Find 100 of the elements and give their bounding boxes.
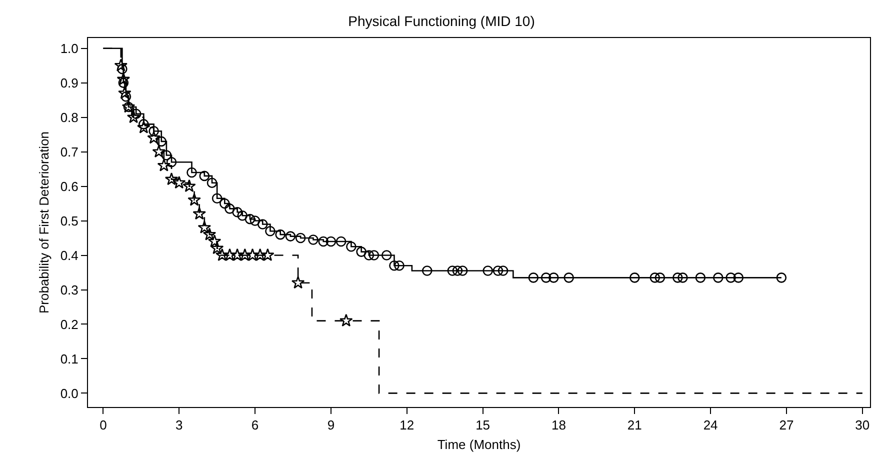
point	[118, 86, 132, 99]
point	[157, 158, 171, 172]
point	[238, 248, 252, 262]
point	[457, 266, 468, 276]
point	[340, 314, 353, 327]
point	[206, 178, 218, 188]
point	[116, 72, 130, 86]
point	[198, 220, 212, 234]
point	[364, 250, 374, 260]
point	[148, 126, 159, 136]
point	[368, 250, 380, 260]
y-tick-label: 0.9	[60, 75, 78, 90]
point	[215, 248, 229, 262]
point	[336, 236, 346, 247]
y-axis-title: Probability of First Deterioration	[36, 131, 52, 314]
point	[394, 260, 404, 271]
y-tick-label: 0.6	[60, 178, 78, 194]
point	[713, 272, 724, 283]
y-tick-label: 0.7	[60, 144, 78, 160]
point	[564, 272, 574, 283]
point	[695, 272, 706, 283]
point	[678, 272, 688, 283]
point	[776, 272, 787, 283]
point	[733, 272, 744, 283]
point	[482, 266, 494, 276]
point	[118, 78, 129, 88]
x-tick-label: 15	[476, 418, 490, 433]
point	[452, 266, 463, 276]
point	[492, 266, 504, 276]
point	[186, 167, 197, 178]
point	[161, 150, 172, 160]
y-tick-label: 0.2	[60, 316, 78, 332]
point	[166, 157, 177, 168]
point	[548, 272, 559, 283]
point	[528, 272, 539, 283]
point	[220, 198, 230, 209]
point	[147, 131, 160, 144]
point	[726, 272, 736, 283]
point	[250, 216, 260, 226]
point	[224, 204, 235, 214]
point	[257, 219, 268, 230]
y-tick-label: 0.1	[60, 351, 78, 366]
point	[261, 248, 274, 262]
point	[285, 231, 296, 242]
y-tick-label: 0.3	[60, 282, 78, 298]
point	[253, 248, 267, 262]
point	[164, 172, 178, 186]
x-tick-label: 27	[779, 418, 794, 433]
point	[223, 248, 236, 262]
point	[172, 176, 186, 189]
point	[650, 272, 660, 283]
point	[654, 272, 666, 283]
point	[291, 276, 305, 289]
point	[130, 108, 142, 120]
x-tick-label: 6	[251, 418, 259, 433]
point	[246, 248, 260, 262]
point	[389, 260, 400, 271]
point	[232, 207, 242, 218]
x-tick-label: 3	[175, 418, 183, 433]
point	[156, 136, 167, 147]
x-tick-label: 21	[627, 418, 642, 433]
point	[447, 266, 458, 276]
point	[326, 236, 336, 247]
point	[117, 64, 128, 74]
chart-title: Physical Functioning (MID 10)	[348, 12, 535, 29]
y-tick-label: 1.0	[60, 40, 78, 56]
point	[199, 170, 210, 182]
point	[210, 241, 224, 254]
point	[188, 193, 201, 206]
point	[275, 229, 286, 240]
x-tick-label: 30	[855, 418, 870, 433]
point	[318, 236, 329, 247]
y-tick-label: 0.0	[60, 386, 78, 401]
point	[629, 272, 640, 283]
point	[230, 248, 244, 262]
point	[244, 214, 256, 224]
point	[202, 228, 216, 240]
point	[120, 91, 132, 102]
point	[208, 234, 222, 248]
point	[152, 144, 166, 158]
y-tick-label: 0.5	[60, 213, 78, 228]
point	[346, 241, 356, 252]
x-tick-label: 18	[551, 418, 566, 433]
point	[126, 110, 140, 124]
point	[540, 272, 552, 283]
y-tick-label: 0.8	[60, 110, 78, 125]
point	[182, 179, 196, 192]
x-tick-label: 12	[400, 418, 414, 433]
point	[237, 210, 248, 221]
point	[295, 232, 306, 244]
point	[192, 206, 206, 220]
point	[212, 193, 222, 204]
y-tick-label: 0.4	[60, 248, 78, 263]
point	[422, 266, 432, 276]
point	[498, 266, 508, 276]
x-axis-title: Time (Months)	[437, 437, 521, 452]
point	[381, 250, 392, 260]
point	[265, 226, 276, 236]
point	[308, 234, 318, 245]
x-tick-label: 24	[703, 418, 718, 433]
